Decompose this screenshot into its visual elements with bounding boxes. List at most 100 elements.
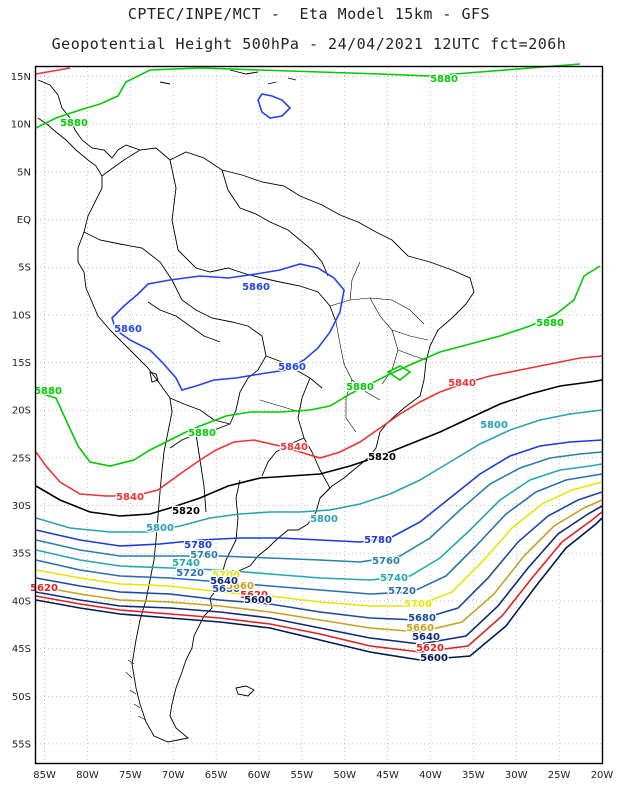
coastlines-borders (37, 69, 475, 743)
contour-label-5760: 5760 (190, 550, 218, 561)
contour-5640 (35, 505, 603, 645)
contour-label-5660: 5660 (406, 623, 434, 634)
central-america-pacific (37, 117, 103, 177)
contour-5820 (35, 379, 603, 517)
contour-5740 (35, 463, 603, 581)
contour-label-5800: 5800 (480, 420, 508, 431)
contour-5700 (35, 481, 603, 607)
contour-5880-south (35, 265, 601, 467)
lat-tick-label: 55S (12, 739, 31, 750)
contour-label-5680: 5680 (408, 613, 436, 624)
lat-tick-label: 15S (12, 358, 31, 369)
contour-label-5820: 5820 (368, 452, 396, 463)
contour-label-5840: 5840 (448, 378, 476, 389)
height-contours (35, 63, 603, 661)
lat-tick-label: 45S (12, 644, 31, 655)
lake-titicaca (149, 371, 159, 383)
contour-5860-caribbean (257, 93, 292, 119)
lat-tick-label: 25S (12, 453, 31, 464)
lon-tick-label: 30W (505, 770, 528, 781)
lat-tick-label: 10N (11, 120, 31, 131)
country-borders (83, 159, 337, 589)
contour-label-5680: 5680 (212, 584, 240, 595)
contour-label-5740: 5740 (172, 558, 200, 569)
contour-5660 (35, 499, 603, 633)
contour-label-5740: 5740 (380, 573, 408, 584)
lat-tick-label: EQ (17, 215, 31, 226)
lon-tick-label: 35W (462, 770, 485, 781)
contour-label-5880: 5880 (34, 386, 62, 397)
south-america-coast (77, 147, 475, 743)
lon-tick-label: 80W (76, 770, 99, 781)
contour-label-5620: 5620 (416, 643, 444, 654)
contour-label-5880: 5880 (536, 318, 564, 329)
map-subtitle: Geopotential Height 500hPa - 24/04/2021 … (51, 35, 567, 53)
caribbean-islands (159, 69, 297, 85)
lat-tick-label: 5S (18, 263, 31, 274)
lon-tick-label: 75W (119, 770, 142, 781)
contour-label-5840: 5840 (280, 442, 308, 453)
lat-tick-label: 5N (17, 167, 31, 178)
lon-tick-label: 25W (548, 770, 571, 781)
lon-tick-label: 45W (376, 770, 399, 781)
contour-label-5620: 5620 (30, 583, 58, 594)
contour-label-5780: 5780 (364, 535, 392, 546)
contour-label-5880: 5880 (60, 118, 88, 129)
contour-label-5600: 5600 (420, 653, 448, 664)
contour-label-5820: 5820 (172, 506, 200, 517)
contour-label-5780: 5780 (184, 540, 212, 551)
lon-tick-label: 85W (33, 770, 56, 781)
falkland-islands (235, 685, 255, 697)
contour-label-5800: 5800 (310, 514, 338, 525)
map-title: CPTEC/INPE/MCT - Eta Model 15km - GFS (127, 5, 491, 23)
contour-5720 (35, 473, 603, 595)
contour-label-5860: 5860 (242, 282, 270, 293)
lat-lon-grid (36, 67, 603, 763)
lon-tick-label: 20W (591, 770, 614, 781)
contour-5600 (35, 517, 603, 661)
contour-label-5760: 5760 (372, 556, 400, 567)
contour-5680 (35, 491, 603, 621)
contour-label-5840: 5840 (116, 492, 144, 503)
state-borders (259, 261, 429, 433)
contour-label-5640: 5640 (412, 632, 440, 643)
lat-tick-label: 35S (12, 549, 31, 560)
contour-label-5620: 5620 (240, 590, 268, 601)
chile-archipelago (125, 659, 147, 721)
lon-tick-label: 60W (248, 770, 271, 781)
lon-tick-label: 50W (333, 770, 356, 781)
contour-5840 (35, 67, 603, 497)
lon-tick-label: 65W (205, 770, 228, 781)
contour-5880-north (35, 63, 581, 129)
lon-tick-label: 55W (291, 770, 314, 781)
lat-tick-label: 50S (12, 692, 31, 703)
contour-label-5640: 5640 (210, 576, 238, 587)
lat-tick-label: 30S (12, 501, 31, 512)
contour-label-5880: 5880 (430, 74, 458, 85)
contour-label-5700: 5700 (212, 570, 240, 581)
contour-label-5720: 5720 (176, 568, 204, 579)
contour-label-5720: 5720 (388, 586, 416, 597)
contour-5780 (35, 439, 603, 547)
contour-label-5660: 5660 (226, 581, 254, 592)
lat-tick-label: 15N (11, 72, 31, 83)
lat-tick-label: 20S (12, 406, 31, 417)
contour-label-5860: 5860 (114, 324, 142, 335)
lat-tick-label: 10S (12, 310, 31, 321)
contour-label-5700: 5700 (404, 599, 432, 610)
contour-label-5860: 5860 (278, 362, 306, 373)
contour-label-5880: 5880 (346, 382, 374, 393)
axis-ticks: 15N 10N 5N EQ 5S 10S 15S 20S 25S 30S 35S 40S 45S 50S 5… (11, 72, 614, 781)
contour-5800 (35, 409, 603, 533)
lon-tick-label: 70W (162, 770, 185, 781)
lon-tick-label: 40W (419, 770, 442, 781)
contour-labels: 5880 5880 5880 5880 5880 5880 5860 5860 5860 5840… (29, 73, 565, 666)
central-america-coast (37, 79, 141, 159)
contour-5880-loop (386, 365, 412, 381)
lat-tick-label: 40S (12, 596, 31, 607)
contour-5620 (35, 511, 603, 653)
contour-label-5800: 5800 (146, 523, 174, 534)
contour-5860 (111, 263, 345, 391)
contour-5760 (35, 451, 603, 563)
